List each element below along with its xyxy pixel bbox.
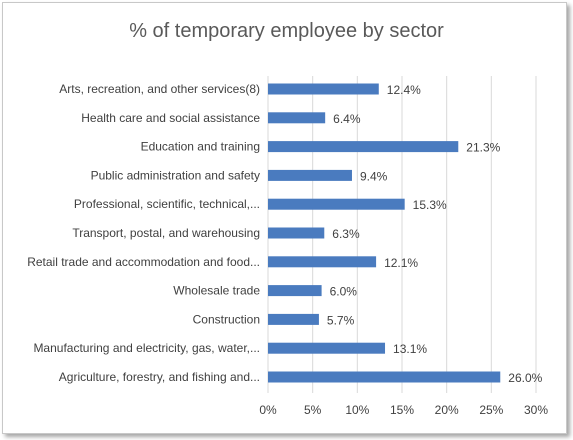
category-label: Public administration and safety: [91, 168, 260, 182]
bar: [268, 83, 379, 95]
x-tick-label: 20%: [435, 403, 459, 417]
category-label: Agriculture, forestry, and fishing and..…: [59, 370, 260, 384]
chart-frame: [2, 2, 567, 434]
bar: [268, 313, 319, 325]
bar: [268, 198, 405, 210]
bar: [268, 227, 325, 239]
x-tick-label: 25%: [479, 403, 503, 417]
bar: [268, 141, 459, 153]
data-label: 9.4%: [360, 169, 388, 183]
bar: [268, 256, 377, 268]
data-label: 15.3%: [413, 198, 447, 212]
category-label: Transport, postal, and warehousing: [72, 226, 260, 240]
x-tick-label: 15%: [390, 403, 414, 417]
bar: [268, 112, 326, 124]
category-label: Professional, scientific, technical,...: [74, 197, 260, 211]
category-label: Retail trade and accommodation and food.…: [27, 255, 260, 269]
category-label: Manufacturing and electricity, gas, wate…: [33, 341, 260, 355]
bar: [268, 342, 386, 354]
category-label: Arts, recreation, and other services(8): [59, 82, 260, 96]
category-label: Health care and social assistance: [81, 111, 260, 125]
data-label: 21.3%: [466, 141, 500, 155]
data-label: 12.1%: [384, 256, 418, 270]
category-label: Construction: [193, 312, 260, 326]
x-tick-label: 5%: [304, 403, 322, 417]
chart-title: % of temporary employee by sector: [129, 20, 444, 42]
bar: [268, 169, 352, 181]
data-label: 5.7%: [327, 313, 355, 327]
category-label: Education and training: [141, 140, 260, 154]
x-tick-label: 30%: [524, 403, 548, 417]
data-label: 26.0%: [508, 371, 542, 385]
bar: [268, 285, 322, 297]
category-label: Wholesale trade: [173, 284, 260, 298]
data-label: 12.4%: [387, 83, 421, 97]
data-label: 6.0%: [330, 285, 358, 299]
x-tick-label: 0%: [259, 403, 277, 417]
x-tick-label: 10%: [345, 403, 369, 417]
data-label: 6.4%: [333, 112, 361, 126]
data-label: 6.3%: [332, 227, 360, 241]
data-label: 13.1%: [393, 342, 427, 356]
bar: [268, 371, 501, 383]
